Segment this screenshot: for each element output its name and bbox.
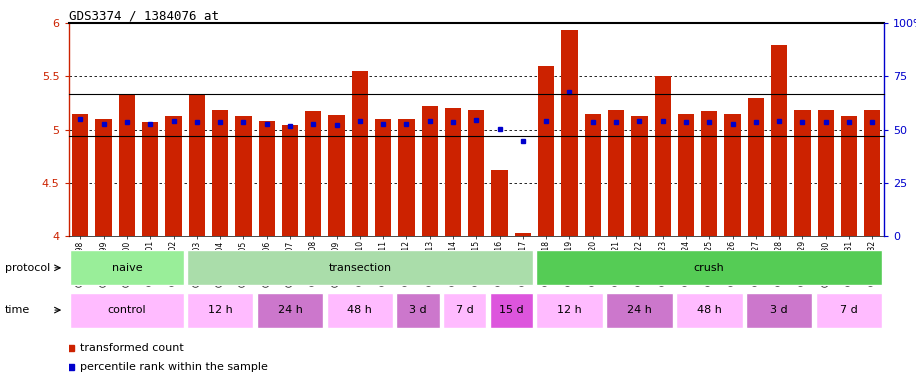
- Text: crush: crush: [694, 263, 725, 273]
- Bar: [608, 111, 624, 236]
- Text: 24 h: 24 h: [278, 305, 302, 315]
- Text: 7 d: 7 d: [840, 305, 858, 315]
- Bar: [678, 114, 694, 236]
- Bar: [655, 76, 671, 236]
- Text: transformed count: transformed count: [81, 343, 184, 353]
- Bar: [794, 111, 811, 236]
- Text: 12 h: 12 h: [557, 305, 582, 315]
- Text: 15 d: 15 d: [499, 305, 524, 315]
- Bar: [492, 170, 507, 236]
- Bar: [71, 293, 183, 328]
- Text: 12 h: 12 h: [208, 305, 233, 315]
- Bar: [631, 116, 648, 236]
- Bar: [398, 119, 415, 236]
- Bar: [562, 30, 578, 236]
- Bar: [864, 111, 880, 236]
- Bar: [212, 111, 228, 236]
- Bar: [815, 293, 882, 328]
- Bar: [72, 114, 89, 236]
- Text: 3 d: 3 d: [409, 305, 427, 315]
- Bar: [235, 116, 252, 236]
- Bar: [375, 119, 391, 236]
- Bar: [606, 293, 672, 328]
- Text: 7 d: 7 d: [456, 305, 474, 315]
- Bar: [95, 119, 112, 236]
- Bar: [445, 108, 461, 236]
- Bar: [676, 293, 743, 328]
- Bar: [305, 111, 322, 236]
- Bar: [187, 250, 533, 285]
- Bar: [468, 111, 485, 236]
- Bar: [841, 116, 857, 236]
- Bar: [189, 94, 205, 236]
- Bar: [443, 293, 486, 328]
- Text: 3 d: 3 d: [770, 305, 788, 315]
- Bar: [538, 66, 554, 236]
- Bar: [119, 94, 135, 236]
- Bar: [421, 106, 438, 236]
- Text: percentile rank within the sample: percentile rank within the sample: [81, 362, 268, 372]
- Text: 48 h: 48 h: [347, 305, 372, 315]
- Bar: [515, 233, 531, 236]
- Text: transection: transection: [328, 263, 391, 273]
- Bar: [397, 293, 440, 328]
- Bar: [489, 293, 533, 328]
- Bar: [187, 293, 254, 328]
- Bar: [258, 121, 275, 236]
- Bar: [142, 122, 158, 236]
- Bar: [282, 125, 298, 236]
- Bar: [536, 250, 882, 285]
- Bar: [701, 111, 717, 236]
- Bar: [166, 116, 181, 236]
- Bar: [352, 71, 368, 236]
- Bar: [725, 114, 741, 236]
- Text: 48 h: 48 h: [697, 305, 722, 315]
- Bar: [71, 250, 183, 285]
- Bar: [746, 293, 812, 328]
- Bar: [326, 293, 393, 328]
- Bar: [818, 111, 834, 236]
- Text: time: time: [5, 305, 30, 315]
- Bar: [771, 45, 787, 236]
- Text: control: control: [107, 305, 147, 315]
- Bar: [329, 115, 344, 236]
- Bar: [256, 293, 323, 328]
- Text: 24 h: 24 h: [627, 305, 652, 315]
- Text: protocol: protocol: [5, 263, 49, 273]
- Bar: [536, 293, 603, 328]
- Bar: [584, 114, 601, 236]
- Bar: [747, 98, 764, 236]
- Text: GDS3374 / 1384076_at: GDS3374 / 1384076_at: [69, 9, 219, 22]
- Text: naive: naive: [112, 263, 142, 273]
